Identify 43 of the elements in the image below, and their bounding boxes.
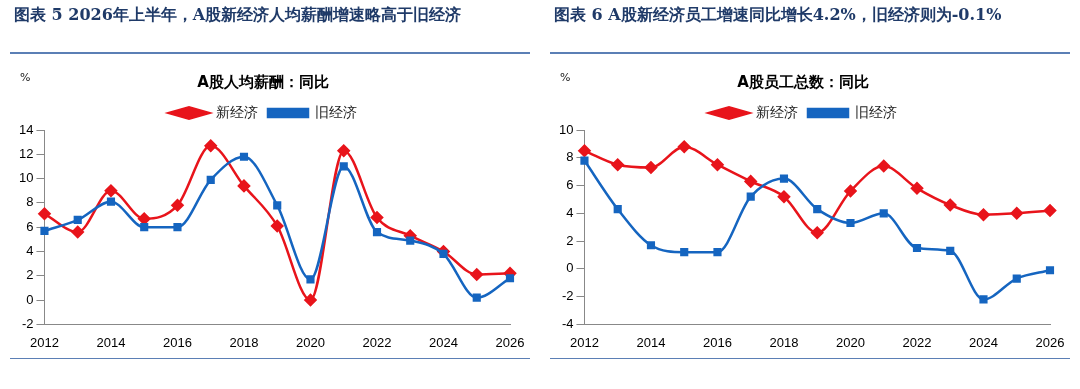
y-tick-label: 6 (566, 177, 574, 193)
x-tick-label: 2022 (362, 334, 392, 350)
x-tick-label: 2020 (296, 334, 325, 350)
y-axis-title: % (560, 70, 571, 84)
x-tick-label: 2026 (1035, 334, 1065, 350)
y-tick-label: 8 (566, 149, 574, 165)
legend-label: 新经济 (216, 103, 258, 120)
x-tick-label: 2018 (769, 334, 799, 350)
y-tick-label: 0 (26, 291, 34, 307)
chart-subtitle: A股人均薪酬：同比 (197, 72, 329, 91)
y-tick-label: 6 (26, 218, 34, 234)
x-tick-label: 2014 (636, 334, 666, 350)
y-tick-label: 4 (566, 204, 574, 220)
x-tick-label: 2024 (429, 334, 458, 350)
y-tick-label: -4 (561, 315, 574, 331)
x-tick-label: 2022 (902, 334, 932, 350)
x-tick-label: 2014 (96, 334, 126, 350)
y-tick-label: 2 (26, 267, 34, 283)
x-tick-label: 2016 (703, 334, 732, 350)
x-tick-label: 2016 (163, 334, 192, 350)
legend-label: 新经济 (756, 103, 798, 120)
y-tick-label: 14 (18, 121, 34, 137)
y-tick-label: 8 (26, 194, 34, 210)
legend-label: 旧经济 (855, 103, 897, 120)
y-tick-label: 2 (566, 232, 574, 248)
y-tick-label: -2 (561, 288, 574, 304)
x-tick-label: 2020 (836, 334, 865, 350)
y-tick-label: 12 (18, 145, 34, 161)
x-tick-label: 2026 (495, 334, 525, 350)
chart-title: 图表 5 2026年上半年，A股新经济人均薪酬增速略高于旧经济 (10, 4, 530, 54)
chart-subtitle: A股员工总数：同比 (737, 72, 869, 91)
chart-title: 图表 6 A股新经济员工增速同比增长4.2%，旧经济则为-0.1% (550, 4, 1070, 54)
x-tick-label: 2012 (30, 334, 59, 350)
x-tick-label: 2018 (229, 334, 259, 350)
y-tick-label: 10 (558, 121, 574, 137)
legend-label: 旧经济 (315, 103, 357, 120)
y-tick-label: 0 (566, 260, 574, 276)
x-tick-label: 2024 (969, 334, 998, 350)
x-tick-label: 2012 (570, 334, 599, 350)
y-tick-label: -2 (21, 315, 34, 331)
y-axis-title: % (20, 70, 31, 84)
y-tick-label: 4 (26, 243, 34, 259)
y-tick-label: 10 (18, 170, 34, 186)
